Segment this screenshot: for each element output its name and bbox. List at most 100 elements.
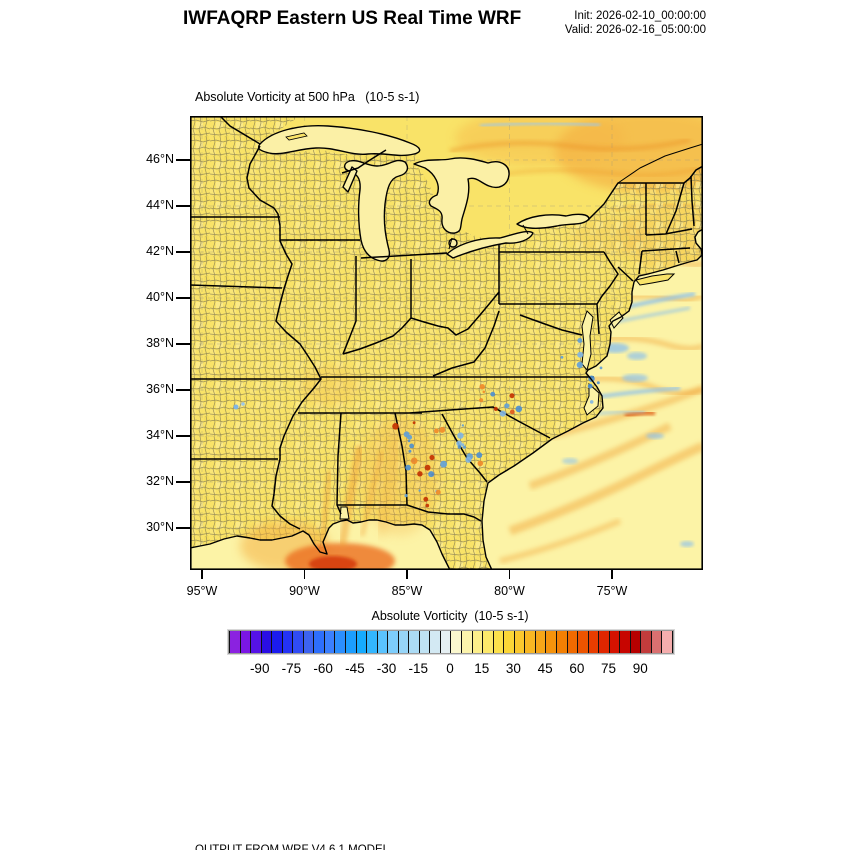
colorbar-cell [229,631,241,653]
speckle [439,426,446,433]
speckle [417,471,423,477]
colorbar-tick-label: 75 [601,661,617,676]
colorbar-tick-label: 30 [505,661,521,676]
lat-tick-label: 44°N [146,198,174,212]
colorbar-cell [272,631,283,653]
page-title: IWFAQRP Eastern US Real Time WRF [183,8,522,29]
speckle [577,351,584,358]
lon-tick [406,570,408,579]
speckle [408,449,412,453]
colorbar-cell [346,631,357,653]
speckle [477,460,484,467]
colorbar-tick-label: 15 [474,661,490,676]
colorbar-cell [620,631,631,653]
colorbar-cell [556,631,568,653]
lon-tick [303,570,306,579]
speckle [423,496,429,502]
colorbar [228,630,674,654]
lon-tick-label: 90°W [289,584,320,598]
speckle [504,403,510,409]
colorbar-cell [525,631,536,653]
ocean-wave-streaks [499,257,703,564]
lat-tick-label: 46°N [146,152,174,166]
isle-royale [285,132,308,141]
speckle [428,471,435,478]
model-footer: OUTPUT FROM WRF V4.6.1 MODEL WE = 310 ; … [195,814,647,850]
speckle [479,398,484,403]
speckle [241,402,245,406]
colorbar-cell [641,631,652,653]
colorbar-cell [578,631,589,653]
plot-title: Absolute Vorticity at 500 hPa (10-5 s-1) [195,90,420,104]
speckle [509,409,515,415]
colorbar-tick-label: 60 [569,661,585,676]
vorticity-map [189,109,745,579]
colorbar-cell [546,631,557,653]
lat-tick [176,251,190,253]
speckle [479,384,485,390]
lat-tick-label: 32°N [146,474,174,488]
lon-tick-label: 85°W [391,584,423,598]
footer-line1: OUTPUT FROM WRF V4.6.1 MODEL [195,844,390,850]
colorbar-tick-label: -75 [281,661,302,676]
colorbar-cell [630,631,642,653]
speckle [482,390,486,394]
coastal-bays [339,310,624,520]
colorbar-cell [324,631,336,653]
speckle [435,489,441,495]
lat-tick [176,297,190,299]
valid-timestamp: Valid: 2026-02-16_05:00:00 [564,23,706,36]
speckle [461,424,464,427]
colorbar-tick-label: 45 [537,661,553,676]
colorbar-cell [335,631,347,653]
speckle [560,355,564,359]
speckle [456,440,462,447]
coastline [189,228,704,571]
colorbar-cell [567,631,579,653]
speckle [509,393,515,399]
lat-tick-label: 42°N [146,244,174,258]
colorbar-cell [462,631,473,653]
colorbar-cell [599,631,610,653]
speckle [499,410,506,417]
colorbar-cell [483,631,494,653]
colorbar-cell [535,631,547,653]
speckle [406,434,413,440]
colorbar-cell [240,631,252,653]
init-timestamp: Init: 2026-02-10_00:00:00 [574,10,706,22]
speckle [515,405,523,413]
southeast-vorticity-speckles [233,338,603,508]
speckle [577,338,583,343]
lat-tick [176,343,190,345]
colorbar-cell [588,631,600,653]
speckle [410,457,418,465]
speckle [462,445,466,449]
speckle [461,443,465,447]
speckle [233,404,239,410]
colorbar-tick-label: -15 [408,661,429,676]
speckle [587,383,593,389]
colorbar-cell [282,631,294,653]
lon-tick [201,570,203,579]
state-boundaries [189,145,695,530]
lat-tick [176,389,190,391]
lon-tick-label: 80°W [494,584,525,598]
colorbar-cell [651,631,663,653]
speckle [407,439,411,443]
speckle [476,452,483,459]
colorbar-cell [314,631,325,653]
colorbar-cell [261,631,273,653]
map-frame [190,116,703,570]
lat-tick [176,481,190,483]
colorbar-tick-label: 90 [632,661,648,676]
speckle [576,361,583,368]
lat-tick-label: 34°N [146,428,174,442]
speckle [457,432,464,439]
lon-tick [508,570,511,579]
colorbar-cell [251,631,262,653]
speckle [599,366,603,370]
great-lakes [257,124,590,262]
colorbar-cell [356,631,368,653]
colorbar-cell [398,631,410,653]
